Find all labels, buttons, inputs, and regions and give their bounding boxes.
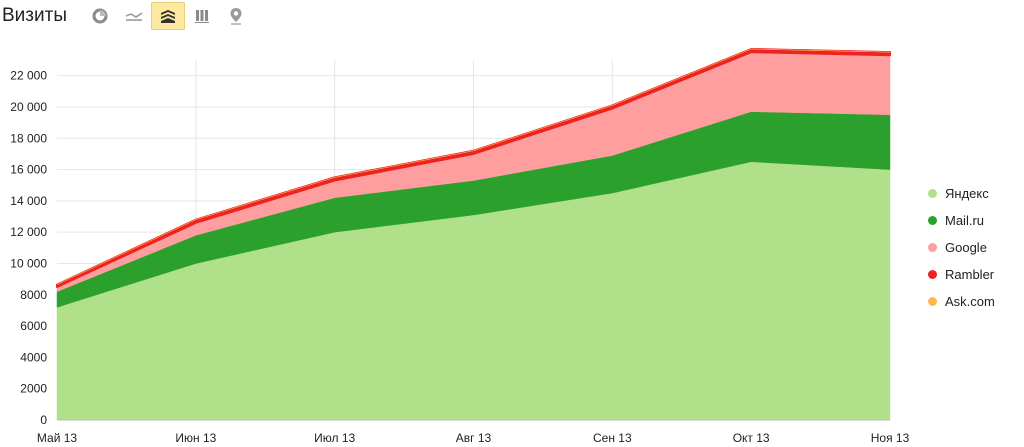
area-chart-view-button[interactable] <box>150 2 185 30</box>
legend-swatch <box>928 189 937 198</box>
x-tick-label: Ноя 13 <box>871 431 910 445</box>
x-tick-label: Авг 13 <box>456 431 492 445</box>
legend-label: Rambler <box>945 267 995 282</box>
area-series-4 <box>56 48 891 285</box>
legend-item-yandex[interactable]: Яндекс <box>928 180 995 207</box>
pie-chart-icon <box>92 8 108 24</box>
y-tick-label: 4000 <box>20 350 47 364</box>
legend-item-askcom[interactable]: Ask.com <box>928 288 995 315</box>
legend-swatch <box>928 243 937 252</box>
legend-swatch <box>928 297 937 306</box>
y-tick-label: 0 <box>40 413 47 427</box>
chart-title: Визиты <box>2 5 67 26</box>
x-tick-label: Сен 13 <box>593 431 632 445</box>
bar-chart-icon <box>194 10 209 23</box>
bar-chart-view-button[interactable] <box>185 2 219 30</box>
legend-label: Яндекс <box>945 186 989 201</box>
line-chart-icon <box>125 12 143 21</box>
pie-chart-view-button[interactable] <box>83 2 117 30</box>
y-tick-label: 14 000 <box>10 194 47 208</box>
legend-swatch <box>928 270 937 279</box>
legend-label: Mail.ru <box>945 213 985 228</box>
legend-label: Google <box>945 240 987 255</box>
legend-item-rambler[interactable]: Rambler <box>928 261 995 288</box>
legend-label: Ask.com <box>945 294 995 309</box>
legend-item-google[interactable]: Google <box>928 234 995 261</box>
chart-header: Визиты <box>0 0 253 32</box>
legend-item-mailru[interactable]: Mail.ru <box>928 207 995 234</box>
x-tick-label: Июн 13 <box>175 431 216 445</box>
y-tick-label: 22 000 <box>10 69 47 83</box>
line-chart-view-button[interactable] <box>117 2 151 30</box>
y-tick-label: 16 000 <box>10 163 47 177</box>
x-tick-label: Июл 13 <box>314 431 355 445</box>
x-tick-label: Май 13 <box>37 431 78 445</box>
y-tick-label: 6000 <box>20 319 47 333</box>
chart-legend: Яндекс Mail.ru Google Rambler Ask.com <box>928 180 995 315</box>
legend-swatch <box>928 216 937 225</box>
area-chart-icon <box>160 10 175 23</box>
y-tick-label: 2000 <box>20 382 47 396</box>
map-pin-icon <box>230 8 242 25</box>
y-tick-label: 20 000 <box>10 100 47 114</box>
x-tick-label: Окт 13 <box>733 431 770 445</box>
y-tick-label: 12 000 <box>10 225 47 239</box>
map-view-button[interactable] <box>219 2 253 30</box>
y-tick-label: 8000 <box>20 288 47 302</box>
y-tick-label: 10 000 <box>10 256 47 270</box>
y-tick-label: 18 000 <box>10 131 47 145</box>
